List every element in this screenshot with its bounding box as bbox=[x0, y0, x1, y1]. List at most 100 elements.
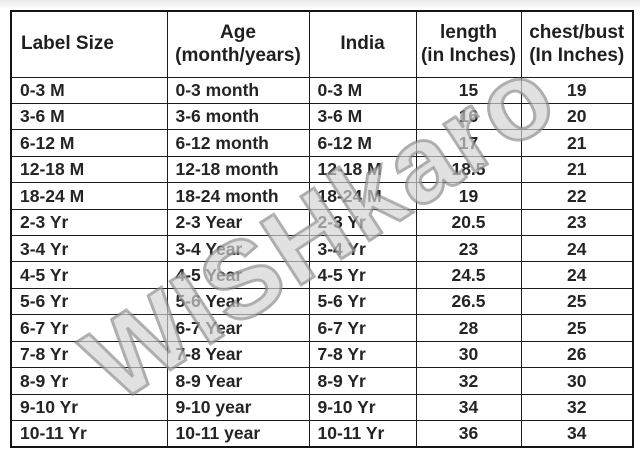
table-cell: 3-4 Year bbox=[166, 235, 310, 263]
header-line: Age bbox=[220, 21, 256, 43]
table-row: 4-5 Yr 4-5 Year 4-5 Yr 24.5 24 bbox=[10, 261, 634, 289]
table-cell: 3-6 M bbox=[10, 102, 168, 131]
table-cell: 7-8 Yr bbox=[308, 340, 417, 369]
size-table-body: 0-3 M 0-3 month 0-3 M 15 19 3-6 M 3-6 month 3-6… bbox=[10, 76, 634, 448]
table-row: 2-3 Yr 2-3 Year 2-3 Yr 20.5 23 bbox=[10, 208, 634, 237]
table-row: 9-10 Yr 9-10 year 9-10 Yr 34 32 bbox=[10, 393, 634, 421]
table-cell: 8-9 Yr bbox=[10, 367, 168, 395]
table-row: 5-6 Yr 5-6 Year 5-6 Yr 26.5 25 bbox=[10, 287, 634, 316]
table-cell: 3-4 Yr bbox=[10, 235, 168, 263]
table-cell: 26 bbox=[520, 340, 634, 369]
table-header: Label Size Age (month/years) India lengt… bbox=[10, 10, 634, 78]
table-row: 7-8 Yr 7-8 Year 7-8 Yr 30 26 bbox=[10, 340, 634, 369]
table-cell: 19 bbox=[415, 182, 522, 210]
table-cell: 34 bbox=[520, 419, 634, 448]
table-cell: 9-10 Yr bbox=[308, 393, 417, 421]
table-cell: 0-3 month bbox=[166, 76, 310, 104]
table-row: 8-9 Yr 8-9 Year 8-9 Yr 32 30 bbox=[10, 367, 634, 395]
table-cell: 18-24 month bbox=[166, 182, 310, 210]
table-cell: 8-9 Year bbox=[166, 367, 310, 395]
table-row: 0-3 M 0-3 month 0-3 M 15 19 bbox=[10, 76, 634, 104]
table-row: 18-24 M 18-24 month 18-24 M 19 22 bbox=[10, 182, 634, 210]
header-line: Label Size bbox=[21, 33, 114, 55]
table-cell: 23 bbox=[415, 235, 522, 263]
table-row: 6-7 Yr 6-7 Year 6-7 Yr 28 25 bbox=[10, 314, 634, 342]
table-cell: 25 bbox=[520, 314, 634, 342]
table-cell: 25 bbox=[520, 287, 634, 316]
header-line: India bbox=[340, 33, 385, 55]
header-line: (month/years) bbox=[175, 45, 301, 67]
table-cell: 8-9 Yr bbox=[308, 367, 417, 395]
header-line: length bbox=[440, 21, 497, 43]
table-cell: 9-10 Yr bbox=[10, 393, 168, 421]
table-cell: 0-3 M bbox=[308, 76, 417, 104]
table-cell: 30 bbox=[415, 340, 522, 369]
table-cell: 4-5 Year bbox=[166, 261, 310, 289]
table-cell: 24 bbox=[520, 235, 634, 263]
table-cell: 6-12 month bbox=[166, 129, 310, 157]
table-cell: 32 bbox=[415, 367, 522, 395]
table-cell: 34 bbox=[415, 393, 522, 421]
table-cell: 12-18 M bbox=[10, 155, 168, 184]
table-cell: 9-10 year bbox=[166, 393, 310, 421]
table-cell: 10-11 Yr bbox=[10, 419, 168, 448]
table-cell: 2-3 Yr bbox=[10, 208, 168, 237]
table-cell: 20.5 bbox=[415, 208, 522, 237]
column-header-india: India bbox=[308, 10, 417, 78]
table-cell: 7-8 Year bbox=[166, 340, 310, 369]
table-cell: 6-12 M bbox=[10, 129, 168, 157]
table-cell: 3-6 month bbox=[166, 102, 310, 131]
column-header-age: Age (month/years) bbox=[166, 10, 310, 78]
table-cell: 23 bbox=[520, 208, 634, 237]
table-cell: 36 bbox=[415, 419, 522, 448]
table-cell: 24.5 bbox=[415, 261, 522, 289]
table-cell: 24 bbox=[520, 261, 634, 289]
table-cell: 3-6 M bbox=[308, 102, 417, 131]
table-cell: 22 bbox=[520, 182, 634, 210]
table-cell: 0-3 M bbox=[10, 76, 168, 104]
column-header-chest-bust: chest/bust (In Inches) bbox=[520, 10, 634, 78]
size-chart-table: Label Size Age (month/years) India lengt… bbox=[10, 10, 634, 448]
table-cell: 6-7 Yr bbox=[308, 314, 417, 342]
table-cell: 16 bbox=[415, 102, 522, 131]
table-cell: 18-24 M bbox=[308, 182, 417, 210]
table-cell: 3-4 Yr bbox=[308, 235, 417, 263]
table-row: 3-6 M 3-6 month 3-6 M 16 20 bbox=[10, 102, 634, 131]
table-cell: 6-7 Yr bbox=[10, 314, 168, 342]
table-cell: 5-6 Yr bbox=[308, 287, 417, 316]
table-cell: 2-3 Yr bbox=[308, 208, 417, 237]
table-cell: 18-24 M bbox=[10, 182, 168, 210]
header-line: (In Inches) bbox=[529, 45, 625, 67]
table-cell: 4-5 Yr bbox=[10, 261, 168, 289]
table-cell: 2-3 Year bbox=[166, 208, 310, 237]
table-cell: 6-7 Year bbox=[166, 314, 310, 342]
table-cell: 6-12 M bbox=[308, 129, 417, 157]
table-cell: 21 bbox=[520, 155, 634, 184]
table-cell: 15 bbox=[415, 76, 522, 104]
table-cell: 19 bbox=[520, 76, 634, 104]
table-cell: 21 bbox=[520, 129, 634, 157]
table-row: 3-4 Yr 3-4 Year 3-4 Yr 23 24 bbox=[10, 235, 634, 263]
table-cell: 28 bbox=[415, 314, 522, 342]
table-cell: 5-6 Year bbox=[166, 287, 310, 316]
table-cell: 4-5 Yr bbox=[308, 261, 417, 289]
table-cell: 32 bbox=[520, 393, 634, 421]
table-cell: 10-11 Yr bbox=[308, 419, 417, 448]
table-cell: 12-18 M bbox=[308, 155, 417, 184]
header-line: (in Inches) bbox=[420, 45, 516, 67]
table-cell: 7-8 Yr bbox=[10, 340, 168, 369]
table-cell: 5-6 Yr bbox=[10, 287, 168, 316]
table-cell: 17 bbox=[415, 129, 522, 157]
column-header-label-size: Label Size bbox=[10, 10, 168, 78]
table-cell: 30 bbox=[520, 367, 634, 395]
table-cell: 10-11 year bbox=[166, 419, 310, 448]
table-cell: 20 bbox=[520, 102, 634, 131]
table-cell: 26.5 bbox=[415, 287, 522, 316]
column-header-length: length (in Inches) bbox=[415, 10, 522, 78]
table-row: 6-12 M 6-12 month 6-12 M 17 21 bbox=[10, 129, 634, 157]
table-cell: 18.5 bbox=[415, 155, 522, 184]
table-cell: 12-18 month bbox=[166, 155, 310, 184]
table-row: 10-11 Yr 10-11 year 10-11 Yr 36 34 bbox=[10, 419, 634, 448]
header-row: Label Size Age (month/years) India lengt… bbox=[10, 10, 634, 78]
